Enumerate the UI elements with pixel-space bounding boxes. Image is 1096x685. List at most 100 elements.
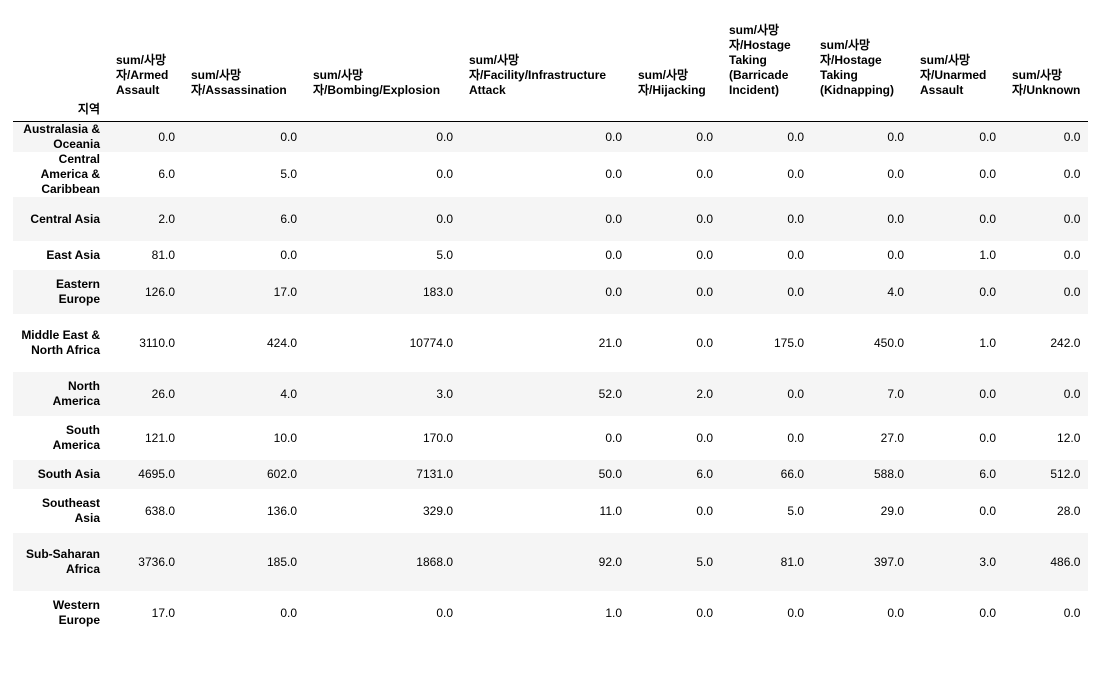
table-cell: 0.0 (887, 129, 904, 144)
table-cell: 66.0 (780, 467, 804, 481)
table-cell: 329.0 (422, 503, 453, 518)
table-cell: 0.0 (979, 605, 996, 620)
table-cell: 0.0 (1063, 211, 1081, 226)
table-cell: 183.0 (422, 284, 453, 299)
table-row: South America 121.0 10.0 170.0 0.0 0.0 0.0 27.0… (13, 416, 1089, 460)
table-cell: 170.0 (422, 430, 453, 445)
table-cell: 0.0 (280, 605, 297, 620)
table-cell: 5.0 (696, 554, 713, 569)
dataframe-output: sum/사망자/Armed Assault sum/사망자/Assassinat… (13, 22, 1089, 635)
table-cell: 0.0 (696, 284, 713, 299)
column-header: sum/사망자/Unknown (1012, 68, 1081, 97)
column-header: sum/사망자/Facility/Infrastructure Attack (469, 53, 607, 97)
table-cell: 0.0 (696, 211, 713, 226)
table-cell: 0.0 (1063, 167, 1081, 181)
table-row: North America 26.0 4.0 3.0 52.0 2.0 0.0 7.0 0.0 0… (13, 372, 1089, 416)
row-index-label: North America (52, 379, 100, 408)
table-cell: 1.0 (979, 248, 996, 262)
table-row: Sub-Saharan Africa 3736.0 185.0 1868.0 92.0 5… (13, 533, 1089, 591)
index-row-blank (630, 100, 721, 122)
table-row: Central Asia 2.0 6.0 0.0 0.0 0.0 0.0 0.0 0.0 0.0 (13, 197, 1089, 241)
table-cell: 0.0 (1063, 605, 1081, 620)
table-row: Central America & Caribbean 6.0 5.0 0.0 0.0 0… (13, 152, 1089, 197)
table-cell: 2.0 (158, 211, 175, 226)
table-cell: 486.0 (1050, 554, 1081, 569)
table-cell: 26.0 (151, 386, 175, 401)
row-index-label: Eastern Europe (55, 277, 100, 306)
table-cell: 0.0 (605, 248, 622, 262)
column-header: sum/사망자/Assassination (191, 68, 287, 97)
table-cell: 0.0 (436, 605, 453, 620)
table-cell: 3.0 (979, 554, 996, 569)
column-header: sum/사망자/Hostage Taking (Barricade Incide… (729, 23, 791, 97)
row-index-label: Central America & Caribbean (40, 152, 100, 196)
table-row: Middle East & North Africa 3110.0 424.0 107… (13, 314, 1089, 372)
table-cell: 0.0 (979, 167, 996, 181)
table-cell: 0.0 (696, 503, 713, 518)
table-body: Australasia & Oceania 0.0 0.0 0.0 0.0 0.0 0.0 0… (13, 121, 1089, 635)
table-cell: 0.0 (605, 129, 622, 144)
table-cell: 81.0 (151, 248, 175, 262)
index-name-row: 지역 (13, 100, 1089, 122)
table-cell: 0.0 (979, 386, 996, 401)
row-index-label: Sub-Saharan Africa (25, 547, 100, 576)
table-cell: 6.0 (696, 467, 713, 481)
table-cell: 0.0 (979, 430, 996, 445)
table-cell: 0.0 (696, 248, 713, 262)
table-cell: 4695.0 (138, 467, 175, 481)
table-cell: 7131.0 (416, 467, 453, 481)
row-index-label: Western Europe (52, 598, 100, 627)
index-row-blank (721, 100, 812, 122)
table-cell: 29.0 (880, 503, 904, 518)
table-cell: 0.0 (605, 167, 622, 181)
index-row-blank (812, 100, 912, 122)
index-row-blank (183, 100, 305, 122)
table-row: Southeast Asia 638.0 136.0 329.0 11.0 0.0 5.0 2… (13, 489, 1089, 533)
table-cell: 0.0 (787, 430, 804, 445)
table-cell: 0.0 (979, 129, 996, 144)
table-header: sum/사망자/Armed Assault sum/사망자/Assassinat… (13, 22, 1089, 122)
table-cell: 10774.0 (409, 335, 453, 350)
table-cell: 0.0 (696, 335, 713, 350)
table-cell: 602.0 (266, 467, 297, 481)
row-index-label: Middle East & North Africa (21, 328, 100, 357)
table-cell: 81.0 (780, 554, 804, 569)
table-cell: 0.0 (887, 248, 904, 262)
column-header-row: sum/사망자/Armed Assault sum/사망자/Assassinat… (13, 22, 1088, 100)
table-cell: 0.0 (787, 167, 804, 181)
table-cell: 7.0 (887, 386, 904, 401)
table-cell: 27.0 (880, 430, 904, 445)
index-row-blank (912, 100, 1004, 122)
table-cell: 0.0 (787, 129, 804, 144)
table-cell: 6.0 (280, 211, 297, 226)
table-cell: 126.0 (144, 284, 175, 299)
table-cell: 0.0 (1063, 248, 1081, 262)
table-cell: 0.0 (696, 167, 713, 181)
corner-cell (13, 22, 108, 100)
table-cell: 1868.0 (416, 554, 453, 569)
table-row: South Asia 4695.0 602.0 7131.0 50.0 6.0 66.0 58… (13, 460, 1089, 489)
table-cell: 5.0 (787, 503, 804, 518)
table-cell: 1.0 (979, 335, 996, 350)
table-cell: 5.0 (436, 248, 453, 262)
table-cell: 0.0 (979, 503, 996, 518)
table-cell: 5.0 (280, 167, 297, 181)
table-cell: 0.0 (158, 129, 175, 144)
table-cell: 0.0 (979, 211, 996, 226)
table-cell: 185.0 (266, 554, 297, 569)
table-cell: 50.0 (598, 467, 622, 481)
table-cell: 2.0 (696, 386, 713, 401)
table-cell: 0.0 (605, 211, 622, 226)
table-cell: 0.0 (1063, 129, 1081, 144)
table-cell: 0.0 (280, 129, 297, 144)
table-cell: 52.0 (598, 386, 622, 401)
table-cell: 638.0 (144, 503, 175, 518)
table-cell: 588.0 (873, 467, 904, 481)
table-row: Western Europe 17.0 0.0 0.0 1.0 0.0 0.0 0.0 0.0 0… (13, 591, 1089, 635)
row-index-label: Australasia & Oceania (23, 122, 100, 151)
table-cell: 6.0 (979, 467, 996, 481)
index-row-blank (461, 100, 630, 122)
table-cell: 242.0 (1050, 335, 1081, 350)
table-cell: 397.0 (873, 554, 904, 569)
table-row: East Asia 81.0 0.0 5.0 0.0 0.0 0.0 0.0 1.0 0.0 (13, 241, 1089, 270)
